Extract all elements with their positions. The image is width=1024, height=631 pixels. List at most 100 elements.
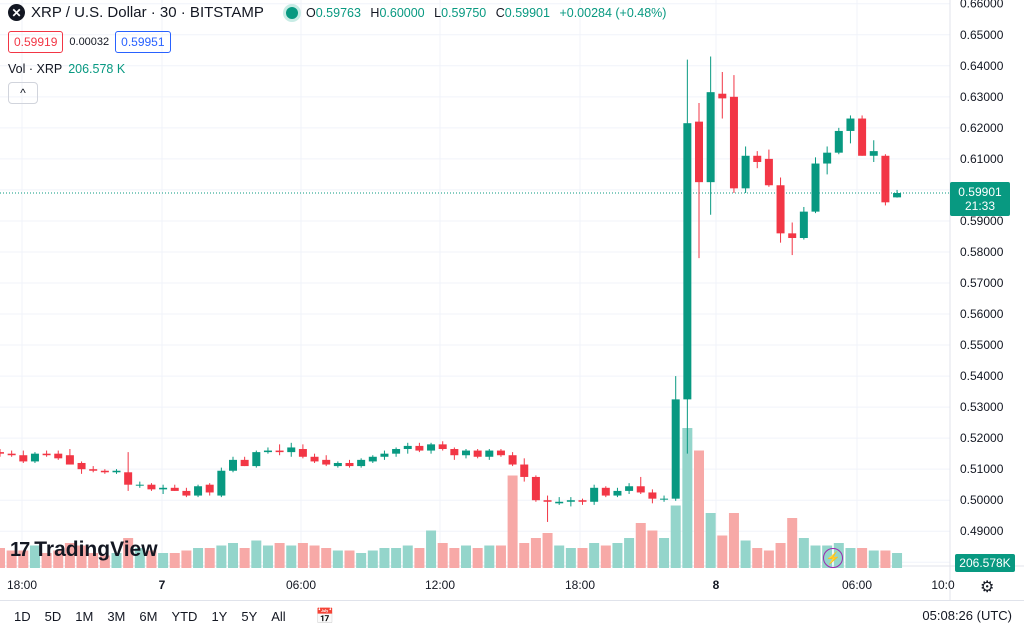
volume-bar: [705, 513, 716, 568]
volume-bar: [717, 535, 728, 568]
candle-body: [415, 445, 424, 451]
open-label: O: [306, 6, 316, 20]
buy-price-button[interactable]: 0.59951: [115, 31, 171, 53]
volume-bar: [694, 450, 704, 568]
last-price-tag: 0.59901 21:33: [950, 182, 1010, 216]
spread-value: 0.00032: [69, 36, 110, 48]
price-axis-label: 0.54000: [960, 369, 1004, 383]
calendar-goto-icon[interactable]: 📅: [315, 608, 335, 625]
candle-body: [788, 233, 797, 239]
time-axis-label: 18:00: [565, 578, 595, 592]
x-icon: ✕: [8, 4, 25, 21]
tradingview-logo[interactable]: 17 TradingView: [10, 538, 158, 562]
candle-body: [729, 96, 738, 189]
price-axis-label: 0.62000: [960, 121, 1004, 135]
price-axis-label: 0.51000: [960, 462, 1004, 476]
tradingview-mark-icon: 17: [10, 538, 30, 561]
candle-body: [695, 121, 703, 183]
range-ytd[interactable]: YTD: [171, 608, 198, 624]
candle-body: [298, 449, 307, 457]
high-value: 0.60000: [379, 6, 425, 20]
volume-bar: [775, 543, 786, 568]
ohlc-legend: O0.59763 H0.60000 L0.59750 C0.59901 +0.0…: [306, 6, 672, 20]
candle-body: [392, 449, 401, 454]
candle-body: [345, 462, 354, 467]
volume-bar: [88, 553, 99, 568]
time-axis-label: 18:00: [7, 578, 37, 592]
volume-bar: [495, 545, 506, 568]
range-1d[interactable]: 1D: [14, 608, 31, 624]
price-axis-label: 0.64000: [960, 59, 1004, 73]
volume-bar: [111, 553, 122, 568]
sell-price-button[interactable]: 0.59919: [8, 31, 64, 53]
range-1m[interactable]: 1M: [75, 608, 94, 624]
candle-body: [462, 450, 470, 456]
candle-body: [496, 450, 505, 456]
volume-bar: [181, 550, 192, 568]
candle-body: [660, 498, 669, 500]
price-axis-label: 0.61000: [960, 152, 1004, 166]
candle-body: [531, 476, 540, 501]
candle-body: [333, 462, 342, 467]
candle-body: [310, 456, 319, 462]
chart-title[interactable]: ✕ XRP / U.S. Dollar · 30 · BITSTAMP: [8, 4, 298, 21]
high-label: H: [370, 6, 380, 20]
price-axis-label: 0.49000: [960, 524, 1004, 538]
volume-bar: [659, 538, 670, 568]
price-axis-label: 0.58000: [960, 245, 1004, 259]
volume-bar: [41, 553, 52, 568]
volume-bar: [426, 530, 437, 568]
volume-bar: [123, 538, 134, 568]
volume-bar: [169, 553, 180, 568]
collapse-legend-button[interactable]: ^: [8, 82, 38, 104]
candle-body: [322, 459, 331, 465]
range-6m[interactable]: 6M: [139, 608, 158, 624]
range-all[interactable]: All: [271, 608, 286, 624]
volume-bar: [344, 550, 355, 568]
candle-body: [450, 449, 459, 456]
price-axis-label: 0.56000: [960, 307, 1004, 321]
volume-bar: [262, 545, 273, 568]
candle-body: [590, 487, 599, 502]
candle-body: [764, 158, 773, 186]
price-chart[interactable]: 0.66000 0.65000 0.64000 0.63000 0.62000 0.610…: [0, 0, 1024, 600]
gear-icon[interactable]: ⚙: [980, 579, 995, 596]
candle-body: [881, 155, 890, 203]
candle-body: [135, 484, 144, 486]
lightning-icon[interactable]: ⚡: [823, 548, 843, 568]
candle-body: [846, 118, 855, 131]
volume-bar: [0, 548, 5, 568]
range-3m[interactable]: 3M: [107, 608, 126, 624]
volume-bar: [857, 548, 868, 568]
candle-body: [194, 486, 203, 496]
volume-bar: [251, 540, 262, 568]
candle-body: [811, 163, 820, 212]
range-1y[interactable]: 1Y: [211, 608, 228, 624]
price-axis-label: 0.65000: [960, 28, 1004, 42]
volume-legend[interactable]: Vol · XRP 206.578 K: [8, 62, 125, 76]
logo-text: TradingView: [34, 538, 158, 561]
range-5d[interactable]: 5D: [44, 608, 62, 624]
volume-bar: [391, 548, 402, 568]
candle-body: [776, 185, 785, 234]
countdown-value: 21:33: [964, 199, 996, 213]
price-axis-label: 0.63000: [960, 90, 1004, 104]
candle-body: [368, 456, 377, 462]
range-5y[interactable]: 5Y: [241, 608, 258, 624]
time-axis-label: 10:0: [931, 578, 955, 592]
volume-bar: [461, 545, 471, 568]
candle-body: [543, 500, 552, 502]
volume-bar: [6, 550, 17, 568]
volume-bar: [798, 538, 809, 568]
candle-body: [205, 484, 214, 493]
volume-bar: [402, 545, 413, 568]
volume-bar: [158, 553, 169, 568]
volume-bar: [367, 550, 378, 568]
utc-clock[interactable]: 05:08:26 (UTC): [922, 608, 1012, 623]
volume-bar: [286, 545, 297, 568]
volume-bar: [414, 548, 425, 568]
candle-body: [648, 492, 657, 499]
volume-bar: [740, 540, 751, 568]
candle-body: [799, 211, 808, 239]
price-axis-label: 0.57000: [960, 276, 1004, 290]
